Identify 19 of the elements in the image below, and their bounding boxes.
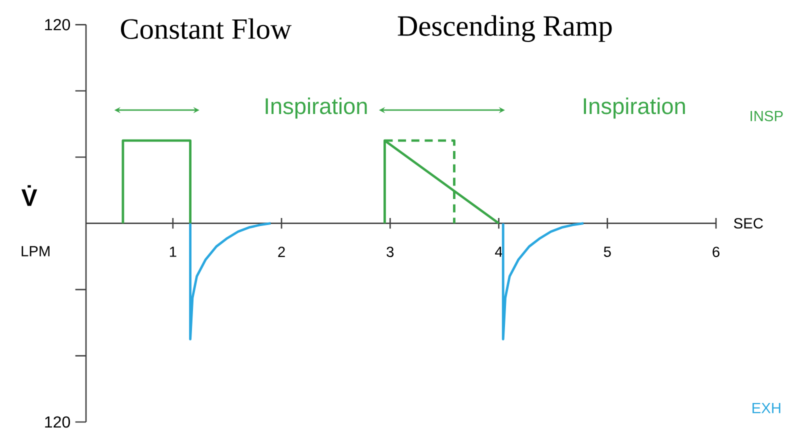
line-series: [502, 222, 585, 340]
x-tick-label: 3: [386, 246, 394, 258]
y-axis-title: V̇: [21, 185, 38, 206]
x-tick-label: 5: [604, 246, 611, 257]
annotation: Constant Flow: [120, 18, 292, 39]
line-series: [189, 222, 272, 340]
y-tick-label: 120: [45, 19, 70, 30]
text: EXH: [752, 403, 780, 414]
x-tick-label: 6: [712, 246, 720, 258]
x-axis-title: SEC: [734, 218, 763, 229]
x-tick-label: 1: [170, 246, 176, 257]
annotation: Descending Ramp: [398, 15, 612, 42]
text: INSP: [750, 110, 783, 122]
x-tick-label: 2: [278, 246, 285, 257]
annotation: Inspiration: [266, 98, 367, 119]
annotation: Inspiration: [584, 98, 685, 119]
x-tick-label: 4: [495, 246, 502, 257]
y-tick-label: 120: [45, 416, 70, 428]
text: LPM: [22, 246, 50, 256]
